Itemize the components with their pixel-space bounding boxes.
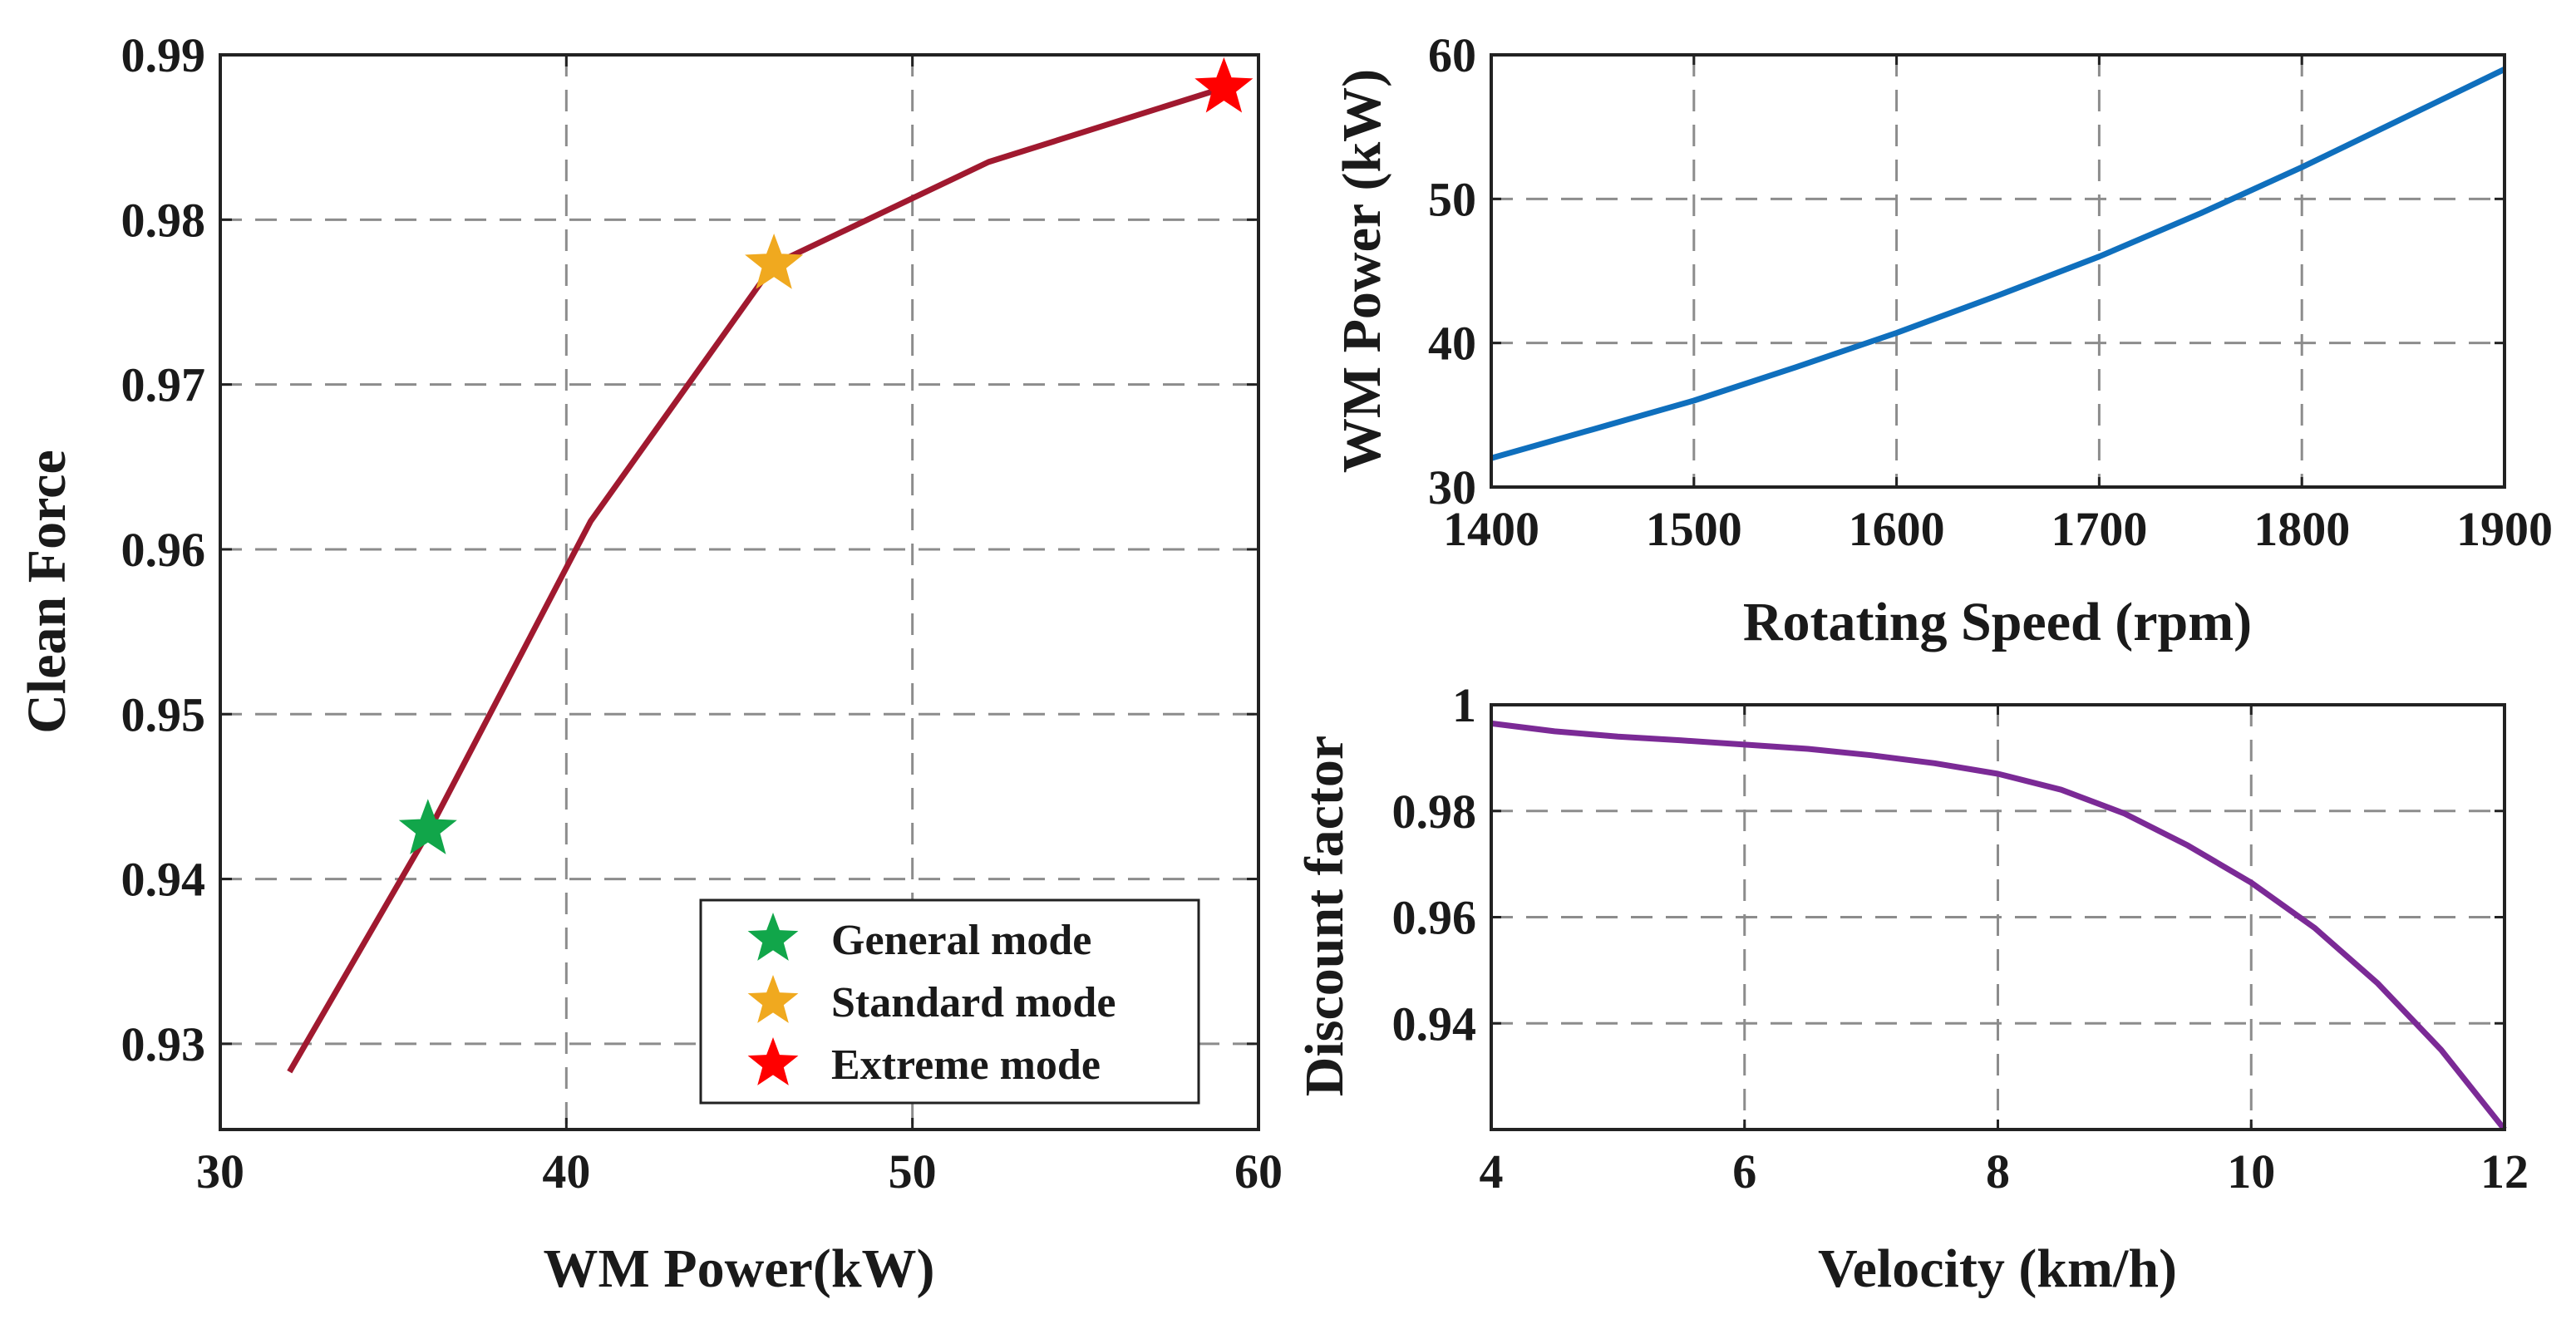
legend-star-icon [747,975,799,1023]
x-tick-label: 1900 [2456,502,2553,556]
bottom-y-axis-label: Discount factor [1294,736,1355,1096]
y-tick-label: 0.98 [121,193,206,247]
x-tick-label: 1500 [1646,502,1742,556]
legend-entry-general: General mode [747,913,1091,964]
y-tick-label: 1 [1452,678,1476,732]
bottom-grid [1491,705,2505,1130]
series-line [287,85,1225,1074]
left-ticks: 30 40 50 60 0.93 0.94 0.95 0.96 0.97 0.98 0.99 [121,28,1283,1198]
legend-star-icon [747,913,799,961]
y-tick-label: 60 [1428,28,1476,82]
y-tick-label: 0.94 [1392,997,1477,1051]
x-tick-label: 30 [196,1144,244,1198]
legend-star-shape [747,1037,799,1085]
y-tick-label: 30 [1428,460,1476,514]
y-tick-label: 0.94 [121,853,206,907]
legend-label-standard: Standard mode [831,979,1116,1026]
x-tick-label: 6 [1732,1144,1756,1198]
y-tick-label: 0.98 [1392,785,1477,839]
clean-force-chart: 30 40 50 60 0.93 0.94 0.95 0.96 0.97 0.98 0.99 WM … [17,28,1283,1299]
mode-star-marker [745,234,804,289]
y-tick-label: 0.93 [121,1017,206,1071]
legend-label-general: General mode [831,917,1091,964]
legend-entry-standard: Standard mode [747,975,1116,1026]
legend-entry-extreme: Extreme mode [747,1037,1101,1089]
series-line [1490,720,2507,1132]
y-tick-label: 0.99 [121,28,206,82]
y-tick-label: 0.95 [121,687,206,741]
legend-star-shape [747,975,799,1023]
bottom-x-axis-label: Velocity (km/h) [1818,1238,2177,1299]
y-tick-label: 50 [1428,172,1476,226]
x-tick-label: 1800 [2253,502,2350,556]
x-tick-label: 4 [1480,1144,1504,1198]
x-tick-label: 60 [1234,1144,1283,1198]
legend-star-shape [747,913,799,961]
x-tick-label: 1400 [1443,502,1539,556]
x-tick-label: 40 [542,1144,590,1198]
y-tick-label: 40 [1428,317,1476,371]
top-series [1490,66,2506,461]
x-tick-label: 10 [2227,1144,2275,1198]
top-grid [1491,55,2505,487]
left-x-axis-label: WM Power(kW) [543,1238,934,1299]
legend: General mode Standard mode Extreme mode [699,898,1200,1105]
legend-label-extreme: Extreme mode [831,1041,1101,1089]
left-plot-frame [219,53,1260,1131]
discount-factor-chart: 4 6 8 10 12 0.94 0.96 0.98 1 Velocity (km/h) Dis… [1294,678,2529,1299]
y-tick-label: 0.97 [121,358,206,412]
mode-star-marker [398,799,457,854]
x-tick-label: 1600 [1849,502,1945,556]
mode-star-marker [1194,57,1254,113]
x-tick-label: 50 [889,1144,937,1198]
wm-power-chart: 1400 1500 1600 1700 1800 1900 30 40 50 60 Rotatin… [1332,28,2553,652]
top-plot-frame [1490,53,2506,489]
top-y-axis-label: WM Power (kW) [1332,69,1392,473]
left-y-axis-label: Clean Force [17,450,77,734]
top-x-axis-label: Rotating Speed (rpm) [1743,592,2252,652]
legend-star-icon [747,1037,799,1085]
left-markers [398,57,1254,854]
x-tick-label: 8 [1986,1144,2010,1198]
x-tick-label: 1700 [2051,502,2147,556]
left-grid [220,55,1258,1130]
series-line [1490,66,2506,461]
bottom-ticks: 4 6 8 10 12 0.94 0.96 0.98 1 [1392,678,2529,1198]
y-tick-label: 0.96 [1392,891,1477,945]
left-series [287,85,1225,1074]
y-tick-label: 0.96 [121,523,206,577]
x-tick-label: 12 [2480,1144,2529,1198]
top-ticks: 1400 1500 1600 1700 1800 1900 30 40 50 60 [1428,28,2553,556]
bottom-series [1490,720,2507,1132]
